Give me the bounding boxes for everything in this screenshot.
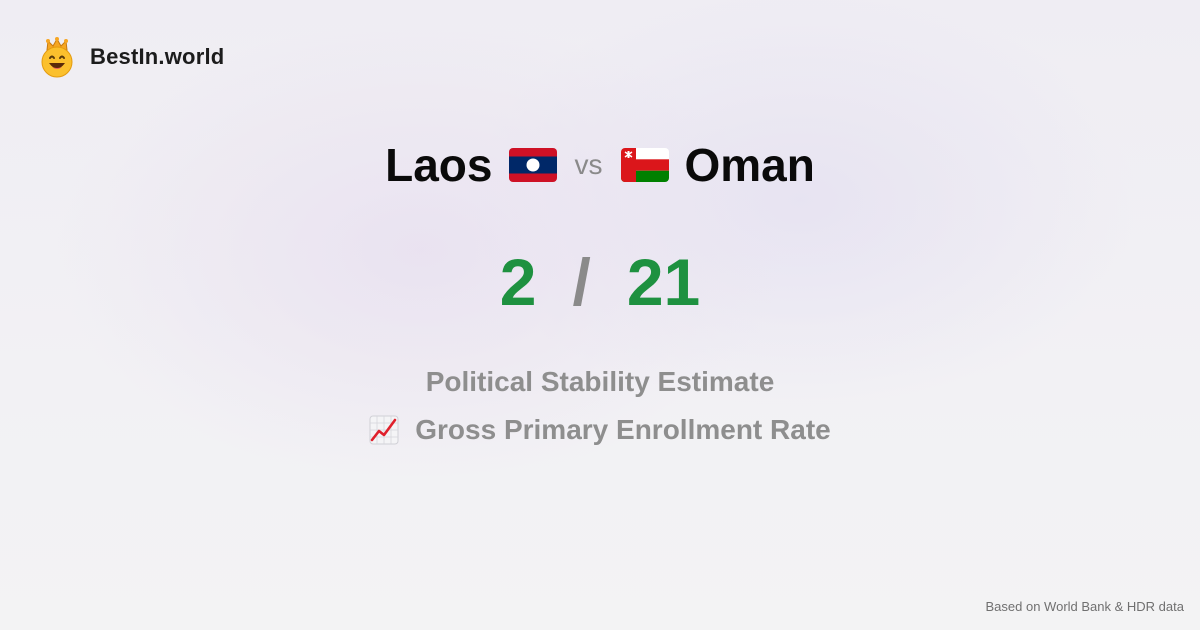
score-row: 2 / 21 [0,244,1200,320]
metric-gross-primary-enrollment[interactable]: Gross Primary Enrollment Rate [0,414,1200,446]
laos-flag-icon [508,148,557,182]
metric-political-stability[interactable]: Political Stability Estimate [425,366,775,397]
brand[interactable]: BestIn.world [38,36,224,78]
chart-increasing-icon [369,415,399,445]
country-b-name[interactable]: Oman [684,139,815,191]
score-separator: / [572,245,591,319]
vs-label: vs [574,149,603,180]
crowned-smiley-icon [41,37,73,78]
oman-flag-icon [620,148,669,182]
comparison-title: Laos vs Oman [0,136,1200,194]
data-source-note: Based on World Bank & HDR data [985,599,1184,614]
score-a: 2 [499,245,537,319]
score-b: 21 [626,245,701,319]
brand-name: BestIn.world [90,44,225,69]
metric-label: Gross Primary Enrollment Rate [415,414,831,445]
country-a-name[interactable]: Laos [385,139,493,191]
